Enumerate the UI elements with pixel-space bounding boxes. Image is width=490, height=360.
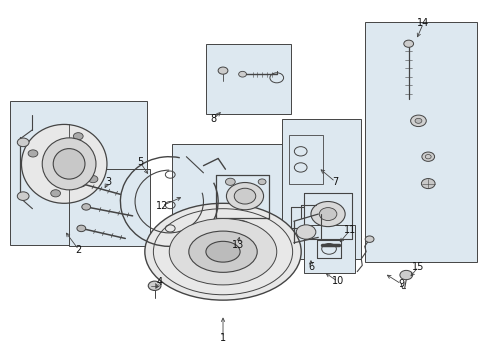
Circle shape bbox=[74, 132, 83, 140]
Circle shape bbox=[422, 152, 435, 161]
Ellipse shape bbox=[22, 125, 107, 203]
Text: 10: 10 bbox=[332, 276, 344, 287]
Circle shape bbox=[239, 71, 246, 77]
Bar bbox=[69, 169, 150, 246]
Circle shape bbox=[421, 179, 435, 189]
Text: 6: 6 bbox=[308, 262, 314, 272]
Text: 4: 4 bbox=[156, 277, 163, 287]
Circle shape bbox=[226, 183, 264, 210]
Circle shape bbox=[216, 265, 223, 270]
Bar bbox=[304, 225, 355, 273]
Text: 7: 7 bbox=[332, 177, 339, 187]
Circle shape bbox=[207, 235, 214, 240]
Circle shape bbox=[258, 179, 266, 185]
Circle shape bbox=[28, 150, 38, 157]
Circle shape bbox=[82, 204, 91, 210]
Circle shape bbox=[311, 202, 345, 226]
Circle shape bbox=[238, 238, 245, 243]
Ellipse shape bbox=[153, 209, 293, 295]
Ellipse shape bbox=[169, 219, 277, 285]
Text: 9: 9 bbox=[398, 279, 404, 289]
Bar bbox=[10, 101, 147, 244]
Circle shape bbox=[17, 192, 29, 201]
Bar bbox=[282, 119, 361, 259]
Text: 12: 12 bbox=[156, 201, 168, 211]
Text: 1: 1 bbox=[220, 333, 226, 343]
Ellipse shape bbox=[206, 241, 240, 262]
Ellipse shape bbox=[53, 149, 85, 179]
Ellipse shape bbox=[189, 231, 257, 273]
Text: 5: 5 bbox=[137, 157, 143, 167]
Circle shape bbox=[400, 270, 413, 280]
Text: 3: 3 bbox=[105, 177, 111, 187]
Circle shape bbox=[77, 180, 86, 187]
Text: 8: 8 bbox=[210, 114, 216, 124]
Circle shape bbox=[234, 188, 256, 204]
Bar bbox=[365, 22, 477, 262]
Ellipse shape bbox=[42, 138, 96, 190]
Circle shape bbox=[148, 281, 161, 291]
Circle shape bbox=[404, 40, 414, 47]
Bar bbox=[172, 144, 296, 259]
Circle shape bbox=[17, 138, 29, 147]
Circle shape bbox=[218, 67, 228, 74]
Text: 14: 14 bbox=[417, 18, 429, 28]
Circle shape bbox=[411, 115, 426, 127]
Text: 2: 2 bbox=[76, 245, 82, 255]
Text: 13: 13 bbox=[232, 240, 244, 250]
Circle shape bbox=[88, 176, 98, 183]
Circle shape bbox=[415, 118, 422, 123]
Bar bbox=[206, 44, 292, 114]
Circle shape bbox=[365, 236, 374, 242]
Circle shape bbox=[193, 252, 200, 257]
Text: 15: 15 bbox=[412, 262, 425, 272]
Text: 11: 11 bbox=[344, 225, 356, 235]
Circle shape bbox=[296, 225, 316, 239]
Circle shape bbox=[225, 178, 235, 185]
Bar bbox=[289, 135, 323, 184]
Circle shape bbox=[51, 190, 60, 197]
Circle shape bbox=[319, 208, 337, 221]
Circle shape bbox=[244, 256, 251, 261]
Circle shape bbox=[77, 225, 86, 231]
Ellipse shape bbox=[145, 203, 301, 300]
